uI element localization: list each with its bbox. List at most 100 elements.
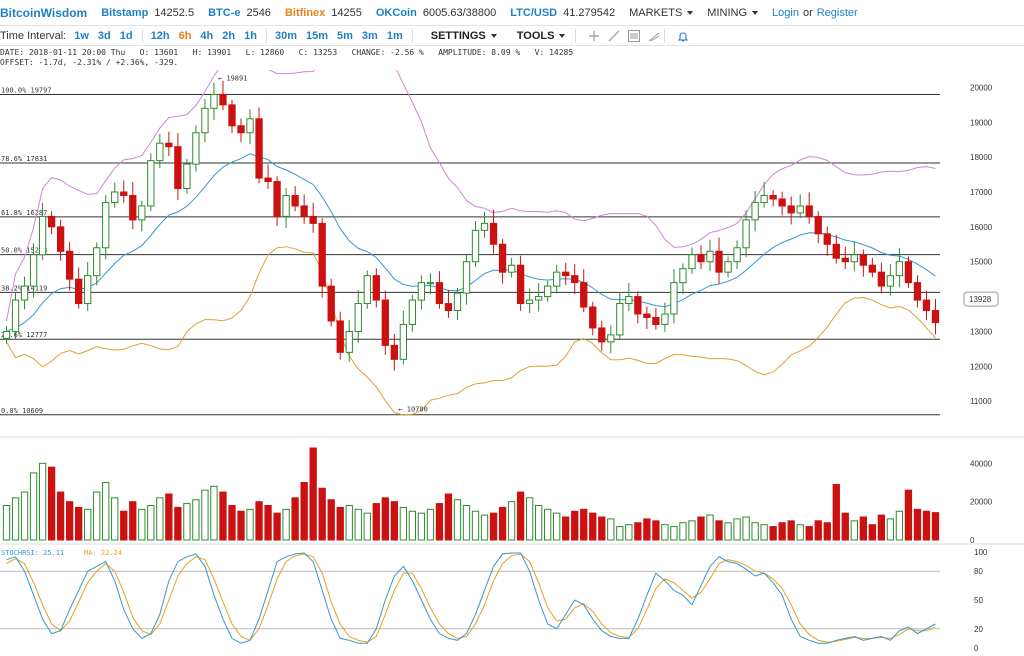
candle[interactable]	[580, 269, 588, 313]
candle[interactable]	[246, 109, 254, 145]
candle[interactable]	[435, 271, 444, 309]
candle[interactable]	[643, 306, 651, 329]
crosshair-icon[interactable]	[585, 28, 603, 44]
candle[interactable]	[589, 301, 597, 336]
mining-menu[interactable]: MINING	[707, 7, 759, 19]
candle[interactable]	[372, 268, 380, 308]
candle[interactable]	[147, 153, 155, 212]
candle[interactable]	[877, 262, 886, 294]
site-logo[interactable]: BitcoinWisdom	[0, 5, 88, 20]
candle[interactable]	[300, 194, 308, 224]
candle[interactable]	[778, 191, 786, 216]
candle[interactable]	[426, 273, 435, 295]
candle[interactable]	[661, 302, 669, 332]
candle[interactable]	[498, 239, 507, 284]
candle[interactable]	[525, 288, 534, 313]
candle[interactable]	[598, 320, 606, 352]
horizontal-lines-icon[interactable]	[625, 28, 643, 44]
candle[interactable]	[886, 264, 895, 296]
candle[interactable]	[859, 249, 867, 277]
candle[interactable]	[255, 107, 263, 184]
candle[interactable]	[282, 188, 290, 228]
candle[interactable]	[489, 209, 498, 254]
candle[interactable]	[93, 242, 101, 286]
candle[interactable]	[652, 308, 660, 330]
candle[interactable]	[850, 241, 858, 272]
candle[interactable]	[931, 299, 940, 335]
interval-3m[interactable]: 3m	[361, 29, 378, 42]
candle[interactable]	[832, 234, 840, 264]
ticker-btce-name[interactable]: BTC-e	[208, 6, 241, 19]
candle[interactable]	[841, 246, 849, 270]
ticker-okcoin-name[interactable]: OKCoin	[375, 6, 417, 19]
candle[interactable]	[507, 257, 516, 278]
candle[interactable]	[634, 291, 642, 324]
candle[interactable]	[129, 181, 137, 230]
candle[interactable]	[868, 257, 877, 278]
candle[interactable]	[102, 195, 110, 260]
candle[interactable]	[111, 182, 119, 208]
candle[interactable]	[562, 262, 570, 286]
candle[interactable]	[228, 99, 236, 134]
interval-2h[interactable]: 2h	[222, 29, 236, 42]
candle[interactable]	[363, 270, 371, 309]
candle[interactable]	[390, 333, 398, 371]
candle[interactable]	[336, 311, 344, 360]
interval-1w[interactable]: 1w	[74, 29, 89, 42]
candle[interactable]	[553, 264, 561, 294]
interval-12h[interactable]: 12h	[150, 29, 170, 42]
candle[interactable]	[327, 278, 335, 327]
interval-5m[interactable]: 5m	[337, 29, 353, 42]
candle[interactable]	[174, 133, 182, 201]
candle[interactable]	[138, 200, 146, 232]
candle[interactable]	[453, 287, 462, 320]
interval-3d[interactable]: 3d	[97, 29, 111, 42]
candle[interactable]	[264, 164, 272, 189]
candle[interactable]	[75, 267, 83, 309]
candle[interactable]	[381, 290, 389, 355]
candle[interactable]	[11, 292, 20, 339]
candle[interactable]	[345, 319, 353, 362]
candle[interactable]	[534, 282, 543, 312]
candle[interactable]	[571, 264, 579, 295]
candle[interactable]	[462, 254, 471, 305]
candle[interactable]	[480, 211, 489, 238]
candle[interactable]	[616, 292, 624, 341]
ticker-ltcusd-name[interactable]: LTC/USD	[510, 6, 558, 19]
candle[interactable]	[742, 210, 750, 258]
candle[interactable]	[120, 180, 128, 203]
candle[interactable]	[516, 255, 525, 311]
candle[interactable]	[715, 237, 723, 284]
candle[interactable]	[156, 133, 164, 168]
candle[interactable]	[607, 325, 615, 354]
candle[interactable]	[84, 262, 92, 311]
interval-6h[interactable]: 6h	[178, 29, 192, 42]
candle[interactable]	[273, 176, 281, 226]
candle[interactable]	[733, 240, 741, 270]
candle[interactable]	[192, 125, 200, 172]
candle[interactable]	[805, 192, 813, 224]
login-link[interactable]: Login	[772, 6, 799, 19]
candle[interactable]	[237, 118, 245, 143]
candle[interactable]	[796, 194, 804, 219]
ticker-bitstamp-name[interactable]: Bitstamp	[101, 6, 149, 19]
candle[interactable]	[913, 275, 922, 308]
candle[interactable]	[47, 211, 56, 235]
candle[interactable]	[697, 245, 705, 270]
candle[interactable]	[625, 282, 633, 311]
candle[interactable]	[399, 310, 408, 365]
candle[interactable]	[544, 280, 552, 302]
candle[interactable]	[787, 196, 795, 225]
tools-menu[interactable]: TOOLS	[517, 30, 566, 42]
candle[interactable]	[706, 239, 714, 272]
ticker-bitfinex-name[interactable]: Bitfinex	[284, 6, 326, 19]
candle[interactable]	[210, 82, 218, 120]
candle[interactable]	[219, 80, 227, 111]
candle[interactable]	[29, 243, 38, 298]
candle[interactable]	[309, 202, 317, 233]
candle[interactable]	[201, 98, 209, 143]
interval-1h[interactable]: 1h	[244, 29, 257, 42]
candle[interactable]	[471, 220, 480, 267]
interval-1d[interactable]: 1d	[119, 29, 133, 42]
candle[interactable]	[2, 326, 11, 344]
